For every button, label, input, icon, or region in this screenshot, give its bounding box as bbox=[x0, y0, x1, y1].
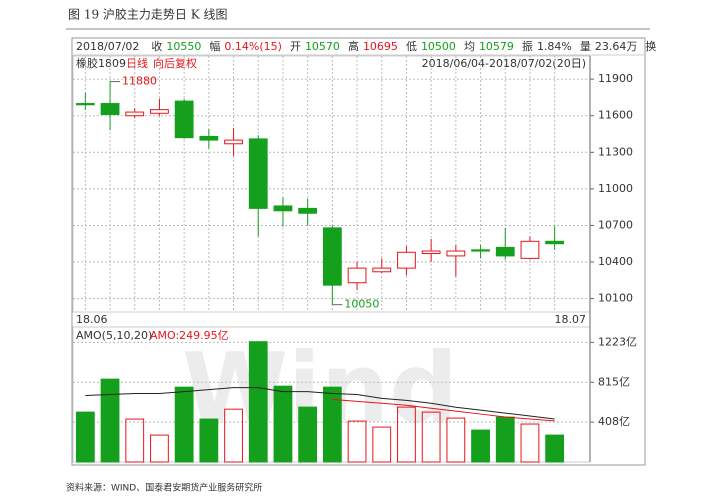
low-label: 10050 bbox=[344, 298, 379, 311]
y-tick-label: 10700 bbox=[598, 218, 633, 231]
volume-bar bbox=[224, 408, 243, 463]
candle-body bbox=[471, 249, 490, 252]
info-value: 10579 bbox=[479, 40, 514, 53]
info-value: 1.84% bbox=[537, 40, 572, 53]
y-tick-label: 1223亿 bbox=[598, 335, 637, 348]
candle-body bbox=[545, 240, 565, 245]
y-tick-label: 10400 bbox=[598, 255, 633, 268]
volume-bar bbox=[520, 423, 540, 463]
candle-body bbox=[199, 135, 219, 141]
info-value: 10550 bbox=[166, 40, 201, 53]
candle-body bbox=[347, 267, 367, 284]
candle-body bbox=[150, 109, 169, 114]
candle-body bbox=[372, 267, 392, 273]
info-value: 10500 bbox=[421, 40, 456, 53]
candle-body bbox=[421, 250, 441, 254]
source: 资料来源：WIND、国泰君安期货产业服务研究所 bbox=[66, 482, 262, 494]
high-label: 11880 bbox=[122, 75, 157, 88]
x-label: 18.07 bbox=[555, 313, 587, 326]
candle-body bbox=[495, 246, 515, 257]
volume-bar bbox=[273, 385, 293, 463]
candle-body bbox=[224, 139, 243, 145]
info-value: 10695 bbox=[363, 40, 398, 53]
adjust: 向后复权 bbox=[153, 56, 197, 70]
info-label: 振 bbox=[522, 39, 533, 53]
y-tick-label: 11900 bbox=[598, 72, 633, 85]
candle-body bbox=[248, 138, 268, 209]
candle-body bbox=[446, 250, 466, 257]
candle-body bbox=[397, 251, 416, 269]
candle-body bbox=[273, 205, 293, 212]
candle-body bbox=[100, 103, 120, 116]
ma-line bbox=[85, 387, 555, 420]
volume-label: AMO(5,10,20) bbox=[76, 329, 152, 342]
volume-bar bbox=[298, 406, 318, 463]
info-value: 10570 bbox=[305, 40, 340, 53]
info-label: 幅 bbox=[209, 40, 220, 53]
y-tick-label: 11600 bbox=[598, 109, 633, 122]
volume-bar bbox=[322, 386, 342, 463]
info-label: 2018/07/02 bbox=[76, 40, 139, 53]
volume-bar bbox=[174, 386, 194, 463]
volume-bar bbox=[100, 378, 120, 463]
y-tick-label: 815亿 bbox=[598, 375, 630, 388]
info-value: 0.14%(15) bbox=[224, 40, 282, 53]
volume-bar bbox=[397, 406, 416, 463]
frame bbox=[71, 37, 646, 466]
ma-line bbox=[332, 398, 555, 422]
volume-bar bbox=[471, 429, 490, 463]
info-label: 开 bbox=[290, 40, 301, 53]
y-tick-label: 10100 bbox=[598, 292, 633, 305]
info-value: 23.64万 bbox=[595, 40, 638, 53]
candle-body bbox=[322, 227, 342, 286]
title: 图 19 沪胶主力走势日 K 线图 bbox=[68, 7, 228, 22]
candle-body bbox=[125, 111, 145, 117]
y-tick-label: 11300 bbox=[598, 145, 633, 158]
info-label: 换 bbox=[645, 39, 656, 53]
candle-body bbox=[520, 240, 540, 259]
range-label: 2018/06/04-2018/07/02(20日) bbox=[422, 57, 586, 70]
volume-bar bbox=[421, 411, 441, 463]
volume-bar bbox=[372, 426, 392, 463]
period: 日线 bbox=[126, 56, 148, 70]
volume-bar bbox=[150, 434, 169, 463]
info-label: 均 bbox=[464, 40, 475, 53]
volume-bar bbox=[199, 418, 219, 463]
volume-bar bbox=[248, 341, 268, 463]
volume-bar bbox=[446, 417, 466, 463]
volume-value: AMO:249.95亿 bbox=[150, 329, 229, 342]
candle-body bbox=[174, 100, 194, 139]
info-label: 收 bbox=[151, 39, 162, 53]
volume-bar bbox=[347, 420, 367, 463]
x-label: 18.06 bbox=[76, 313, 108, 326]
instrument: 橡胶1809 bbox=[76, 56, 126, 70]
info-label: 量 bbox=[580, 40, 591, 53]
y-tick-label: 11000 bbox=[598, 182, 633, 195]
volume-bar bbox=[75, 411, 95, 463]
volume-bar bbox=[545, 434, 565, 463]
y-tick-label: 408亿 bbox=[598, 415, 630, 428]
candle-body bbox=[298, 207, 318, 214]
info-label: 低 bbox=[406, 40, 417, 53]
volume-bar bbox=[495, 416, 515, 463]
candle-body bbox=[75, 103, 95, 106]
volume-bar bbox=[125, 418, 145, 463]
info-label: 高 bbox=[348, 39, 359, 53]
